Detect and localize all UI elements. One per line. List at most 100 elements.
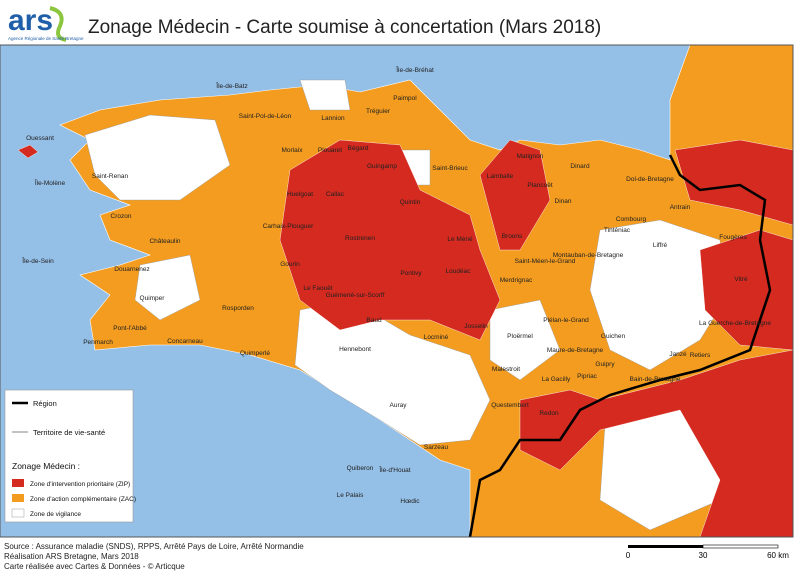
place-label: Île-de-Bréhat xyxy=(395,65,434,74)
place-label: Matignon xyxy=(517,153,544,160)
place-label: Le Méné xyxy=(447,236,473,243)
place-label: Saint-Pol-de-Léon xyxy=(239,113,292,120)
place-label: Dinard xyxy=(570,163,590,170)
place-label: Saint-Brieuc xyxy=(432,165,468,172)
place-label: Plancoët xyxy=(527,182,552,189)
place-label: Le Faouët xyxy=(303,285,332,292)
legend-box xyxy=(4,389,134,523)
place-label: Tréguier xyxy=(366,108,391,115)
place-label: Ploërmel xyxy=(507,333,533,340)
legend-label: Zone d'intervention prioritaire (ZIP) xyxy=(30,481,130,488)
place-label: Plélan-le-Grand xyxy=(543,317,589,324)
place-label: Broons xyxy=(502,233,523,240)
place-label: Hœdic xyxy=(400,498,420,505)
place-label: Carhaix-Plouguer xyxy=(263,223,314,230)
place-label: Île-d'Houat xyxy=(378,465,410,474)
place-label: Montauban-de-Bretagne xyxy=(553,252,624,259)
map: Île-de-BréhatÎle-de-BatzLannionTréguierP… xyxy=(0,44,794,538)
place-label: Retiers xyxy=(690,352,711,359)
place-label: Lannion xyxy=(321,115,345,122)
place-label: Bégard xyxy=(348,145,369,152)
legend-swatch xyxy=(12,479,24,487)
place-label: Quiberon xyxy=(347,465,374,472)
place-label: Concarneau xyxy=(167,338,203,345)
place-label: Châteaulin xyxy=(149,238,180,245)
place-label: Dinan xyxy=(555,198,572,205)
place-label: Guingamp xyxy=(367,163,397,170)
place-label: Guémené-sur-Scorff xyxy=(326,292,385,299)
place-label: Sarzeau xyxy=(424,444,449,451)
place-label: Île-Molène xyxy=(34,178,66,187)
scale-segment xyxy=(628,545,703,548)
legend-label: Zone d'action complémentaire (ZAC) xyxy=(30,496,136,503)
region-border xyxy=(468,154,772,538)
place-label: Quimper xyxy=(140,295,166,302)
place-label: Penmarch xyxy=(83,339,113,346)
place-label: Bain-de-Bretagne xyxy=(630,376,681,383)
place-label: Ouessant xyxy=(26,135,54,142)
place-label: Locminé xyxy=(424,334,449,341)
place-label: Huelgoat xyxy=(287,191,313,198)
legend-swatch xyxy=(12,494,24,502)
place-label: Guichen xyxy=(601,333,626,340)
place-label: Janzé xyxy=(669,351,687,358)
place-label: Le Palais xyxy=(337,492,364,499)
scale-segment xyxy=(702,544,779,549)
place-label: Loudéac xyxy=(446,268,472,275)
place-label: Auray xyxy=(390,402,408,409)
place-label: Tinténiac xyxy=(604,227,631,234)
place-label: Gourin xyxy=(280,261,300,268)
place-label: Saint-Méen-le-Grand xyxy=(515,258,576,265)
place-label: Questembert xyxy=(491,402,529,409)
place-label: Malestroit xyxy=(492,366,520,373)
legend-title: Zonage Médecin : xyxy=(12,461,80,471)
legend-swatch xyxy=(11,508,25,518)
logo-subtitle: Agence Régionale de Santé Bretagne xyxy=(8,36,84,41)
place-label: Merdrignac xyxy=(500,277,533,284)
place-label: Île-de-Sein xyxy=(21,256,54,265)
place-label: La Gacilly xyxy=(542,376,571,383)
footer: Source : Assurance maladie (SNDS), RPPS,… xyxy=(4,542,304,571)
place-label: Guipry xyxy=(595,361,615,368)
place-label: Pont-l'Abbé xyxy=(113,325,147,332)
source-line: Réalisation ARS Bretagne, Mars 2018 xyxy=(4,552,139,561)
place-label: Vitré xyxy=(734,276,748,283)
place-label: Maure-de-Bretagne xyxy=(547,347,604,354)
place-label: Lamballe xyxy=(487,173,514,180)
place-label: Hennebont xyxy=(339,346,371,353)
place-label: Pontivy xyxy=(400,270,422,277)
place-label: Liffré xyxy=(653,242,668,249)
place-label: Crozon xyxy=(111,213,132,220)
logo-swoosh xyxy=(49,6,67,42)
title: Zonage Médecin - Carte soumise à concert… xyxy=(88,17,601,38)
scale-label: 60 km xyxy=(767,551,789,560)
place-label: Pipriac xyxy=(577,373,598,380)
logo: ars xyxy=(8,4,53,37)
scale-label: 0 xyxy=(626,551,631,560)
place-label: Douarnenez xyxy=(114,266,149,273)
legend-label: Région xyxy=(33,399,57,408)
legend-label: Zone de vigilance xyxy=(30,511,81,518)
source-line: Source : Assurance maladie (SNDS), RPPS,… xyxy=(4,542,304,551)
place-label: Redon xyxy=(539,410,559,417)
place-label: Île-de-Batz xyxy=(215,81,247,90)
source-line: Carte réalisée avec Cartes & Données - ©… xyxy=(4,562,185,571)
place-label: Combourg xyxy=(616,216,647,223)
legend: Région Territoire de vie-santé Zonage Mé… xyxy=(4,389,136,523)
place-label: Rosporden xyxy=(222,305,254,312)
place-label: Quimperlé xyxy=(240,350,270,357)
place-label: Paimpol xyxy=(393,95,417,102)
place-label: La Guerche-de-Bretagne xyxy=(699,320,771,327)
place-label: Rostrenen xyxy=(345,235,375,242)
place-label: Fougères xyxy=(719,234,747,241)
scale-bar: 0 30 60 km xyxy=(626,544,789,560)
place-label: Josselin xyxy=(464,323,488,330)
place-label: Baud xyxy=(366,317,382,324)
legend-label: Territoire de vie-santé xyxy=(33,428,105,437)
place-label: Plouaret xyxy=(318,147,342,154)
place-label: Dol-de-Bretagne xyxy=(626,176,674,183)
place-label: Antrain xyxy=(670,204,691,211)
place-label: Morlaix xyxy=(282,147,304,154)
place-label: Callac xyxy=(326,191,345,198)
